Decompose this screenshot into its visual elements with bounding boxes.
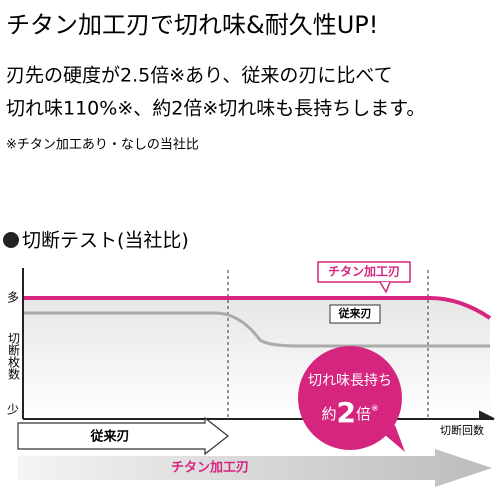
x-label: 切断回数 — [440, 423, 484, 437]
section-title: 切断テスト(当社比) — [22, 230, 189, 252]
arrow — [17, 416, 229, 456]
bubble-number: 2 — [336, 396, 355, 429]
bubble-line: 約2倍※ — [321, 396, 378, 429]
legend-pointer — [379, 281, 391, 294]
titanium-curve — [24, 296, 492, 320]
bubble-tail — [385, 425, 405, 452]
y-bottom: 少 — [7, 403, 19, 417]
bubble-prefix: 約 — [321, 405, 336, 423]
note: ※チタン加工あり・なしの当社比 — [6, 137, 199, 153]
bubble-suffix: 倍 — [356, 405, 371, 423]
arrow-label: チタン加工刃 — [171, 461, 249, 476]
conventional-curve — [24, 311, 490, 348]
bubble — [298, 346, 402, 450]
arrow — [18, 449, 492, 487]
legend-box — [329, 304, 381, 324]
body-line: 刃先の硬度が2.5倍※あり、従来の刃に比べて — [6, 65, 393, 87]
bullet — [3, 232, 19, 248]
legend-box — [317, 261, 411, 283]
title: チタン加工刃で切れ味&耐久性UP! — [6, 11, 378, 39]
legend-titanium: チタン加工刃 — [328, 264, 400, 279]
arrow-label: 従来刃 — [89, 429, 129, 445]
bubble-line: 切れ味長持ち — [308, 373, 392, 389]
bubble-mark: ※ — [371, 404, 379, 414]
legend-conventional: 従来刃 — [338, 306, 372, 320]
area — [24, 298, 490, 418]
body-line: 切れ味110%※、約2倍※切れ味も長持ちします。 — [6, 98, 425, 120]
y-top: 多 — [7, 291, 19, 305]
y-label: 切断枚数 — [7, 332, 21, 381]
